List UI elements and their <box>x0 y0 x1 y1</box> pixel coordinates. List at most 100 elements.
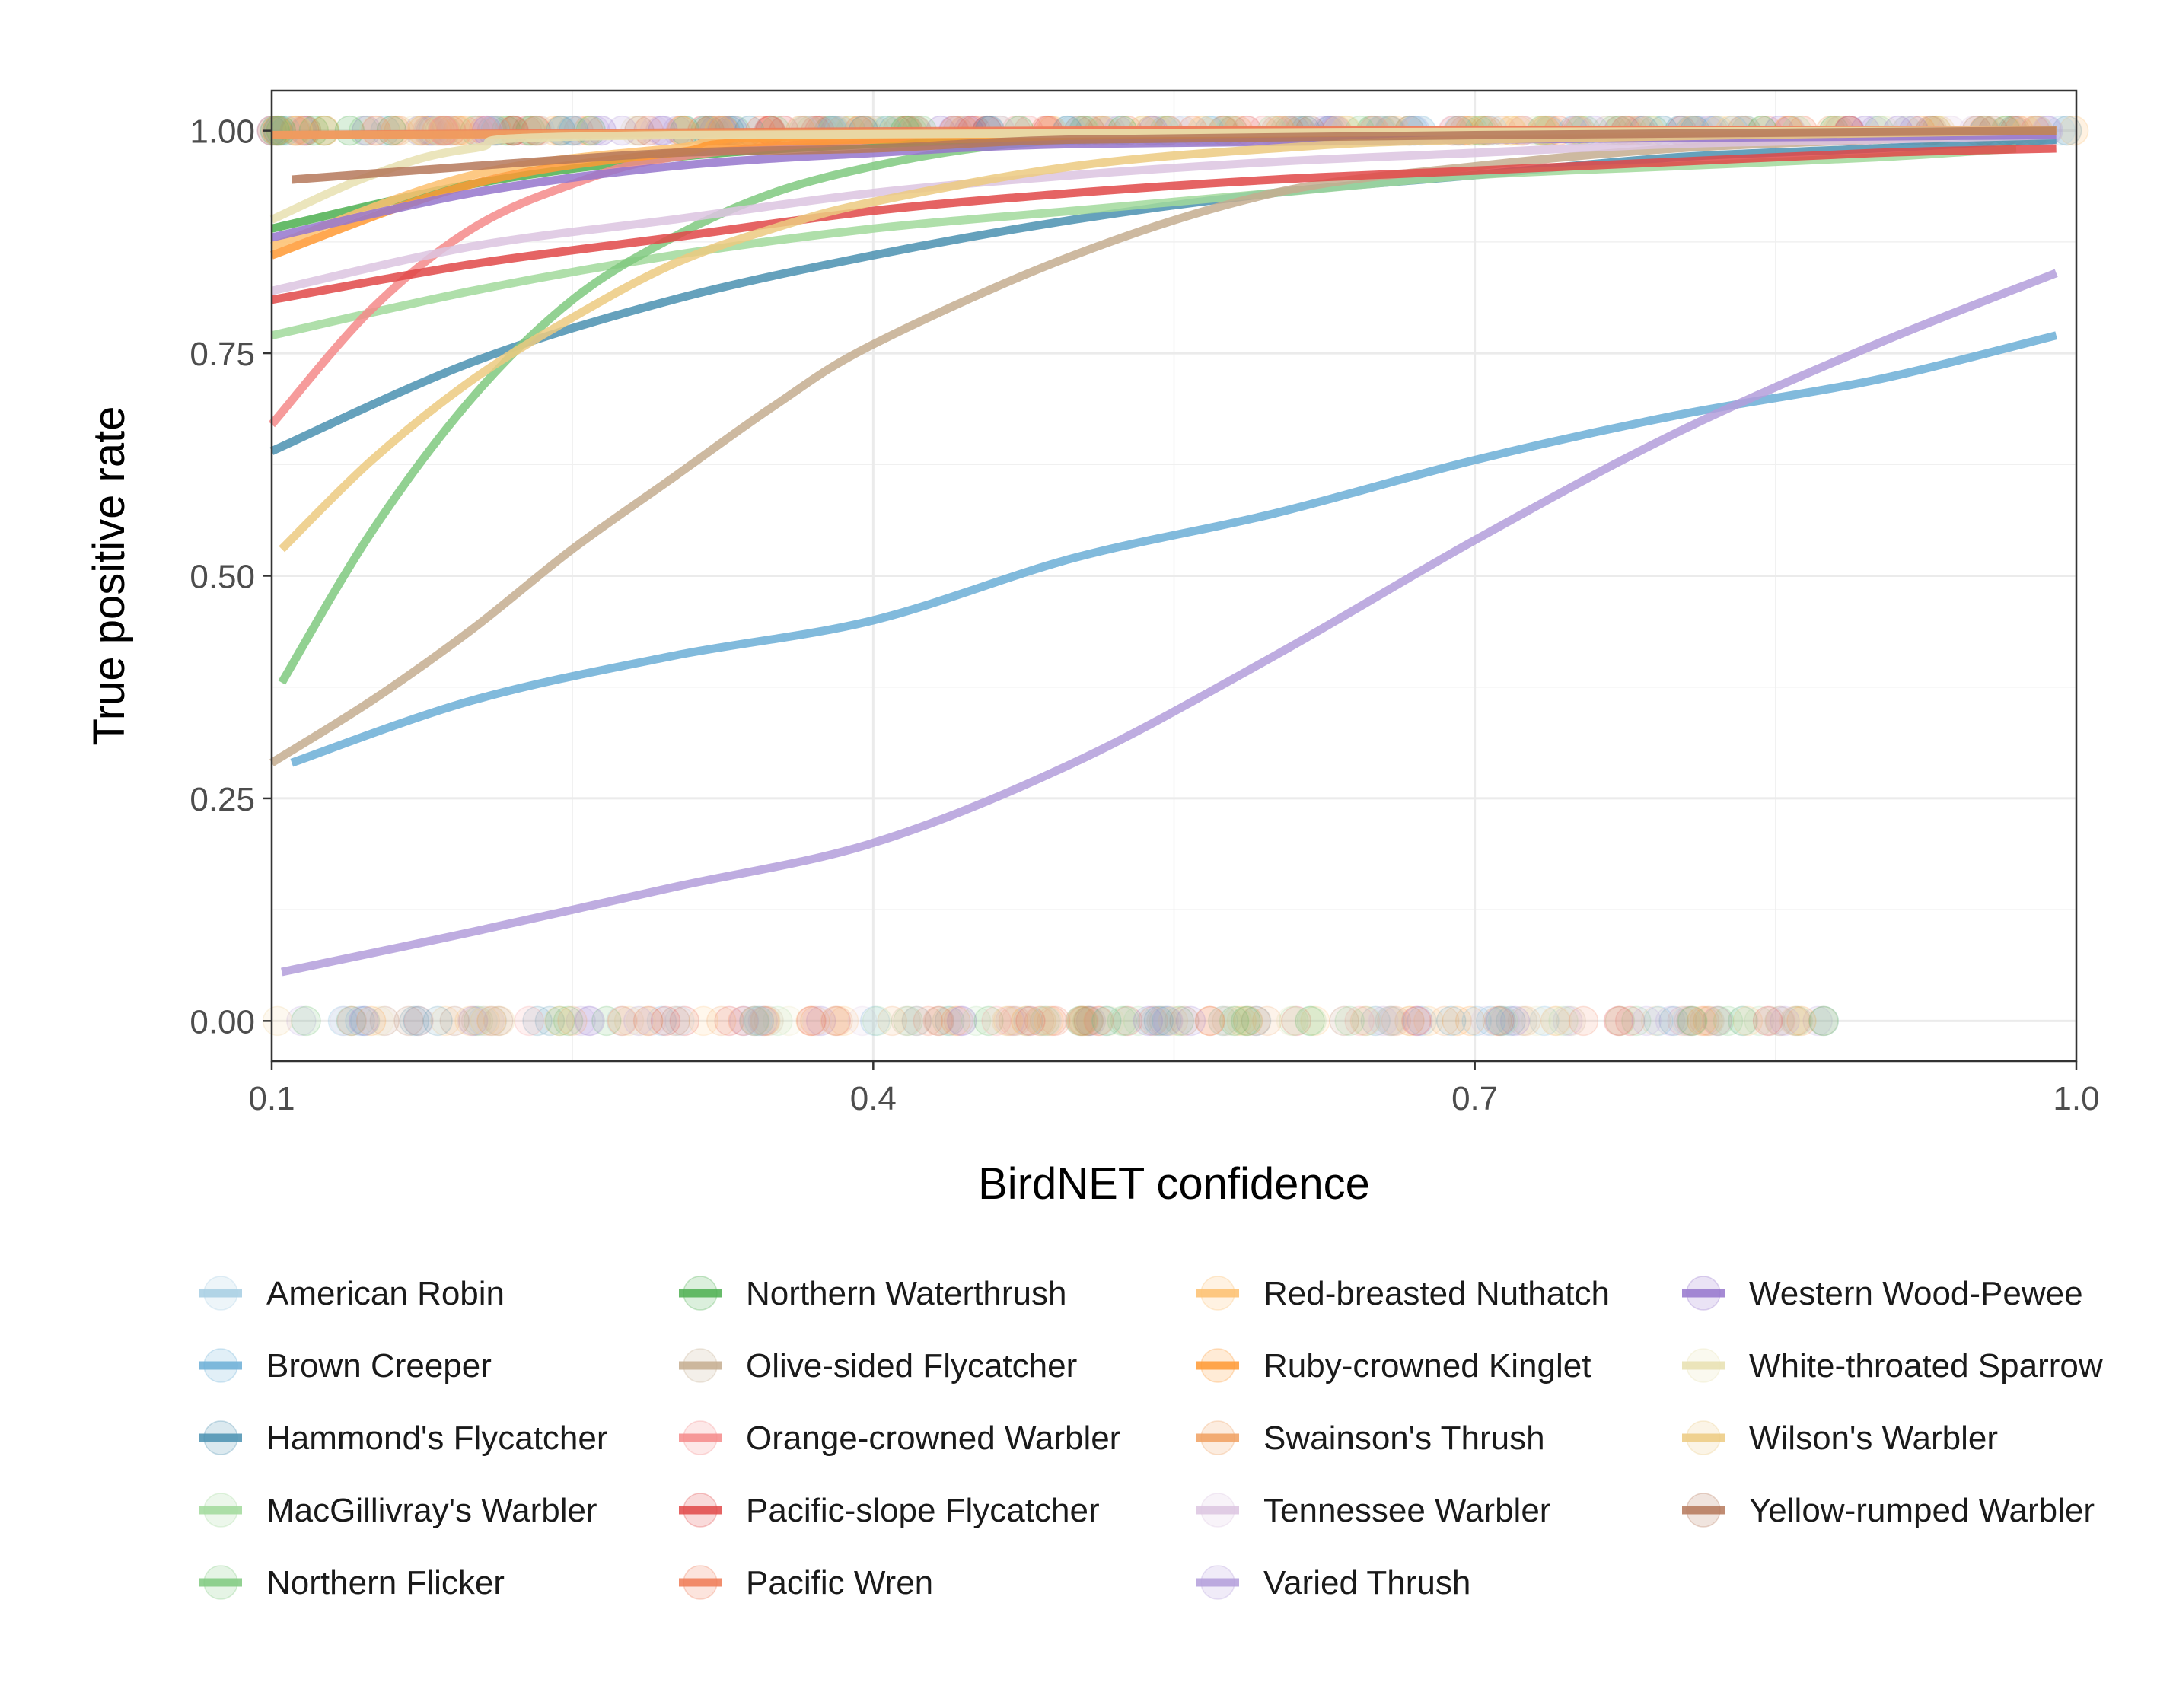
observation-point <box>336 1005 368 1037</box>
observation-point <box>754 1005 784 1037</box>
observation-point <box>1296 1005 1327 1037</box>
legend-label: Tennessee Warbler <box>1263 1492 1550 1529</box>
observation-point <box>403 1005 434 1037</box>
y-axis-title: True positive rate <box>84 406 134 746</box>
observation-point <box>514 1005 544 1037</box>
observation-point <box>1195 1005 1225 1037</box>
observation-point <box>823 1005 853 1037</box>
observation-point <box>1030 1005 1060 1037</box>
observation-point <box>1435 1005 1467 1037</box>
observation-point <box>364 1005 394 1037</box>
observation-point <box>1670 1005 1700 1037</box>
observation-point <box>739 1005 769 1037</box>
observation-point <box>1703 1005 1735 1037</box>
observation-point <box>1643 1005 1674 1037</box>
legend-item: Tennessee Warbler <box>1196 1492 1550 1529</box>
observation-point <box>606 1005 636 1037</box>
observation-point <box>463 1005 494 1037</box>
observation-point <box>636 1005 667 1037</box>
observation-point <box>1065 1005 1095 1037</box>
observation-point <box>1402 1005 1433 1037</box>
x-tick-label: 0.1 <box>248 1080 295 1117</box>
legend-item: Western Wood-Pewee <box>1682 1275 2083 1312</box>
observation-point <box>1604 1005 1635 1037</box>
observation-point <box>1334 1005 1365 1037</box>
observation-point <box>714 1005 744 1037</box>
observation-point <box>1375 1005 1406 1037</box>
observation-point <box>1251 1005 1282 1037</box>
observation-point <box>1066 1005 1097 1037</box>
observation-point <box>1442 1005 1472 1037</box>
legend-item: Ruby-crowned Kinglet <box>1196 1347 1591 1385</box>
observation-point <box>1351 1005 1382 1037</box>
observation-point <box>439 1005 470 1037</box>
observation-point <box>607 1005 638 1037</box>
y-tick-label: 0.50 <box>190 559 255 596</box>
observation-point <box>591 1005 622 1037</box>
observation-point <box>749 1005 780 1037</box>
observation-point <box>1808 1005 1839 1037</box>
observation-point <box>1671 1005 1702 1037</box>
legend-item: American Robin <box>199 1275 505 1312</box>
observation-point <box>1490 1005 1521 1037</box>
legend-label: Northern Waterthrush <box>746 1275 1066 1312</box>
observation-point <box>901 1005 932 1037</box>
observation-point <box>1487 1005 1518 1037</box>
series-line-wilson-s-warbler <box>279 126 2057 553</box>
observation-point <box>1040 1005 1071 1037</box>
series-lines <box>268 126 2058 977</box>
legend-label: Wilson's Warbler <box>1749 1420 1998 1457</box>
observation-point <box>1694 1005 1725 1037</box>
observation-point <box>1732 1005 1764 1037</box>
observation-point <box>1764 1005 1795 1037</box>
legend-item: Varied Thrush <box>1196 1564 1470 1601</box>
observation-point <box>1231 1005 1261 1037</box>
observation-point <box>820 1005 850 1037</box>
legend-item: Hammond's Flycatcher <box>199 1420 608 1457</box>
observation-point <box>467 1005 499 1037</box>
observation-point <box>924 1005 954 1037</box>
observation-point <box>1013 1005 1043 1037</box>
observation-point <box>1344 1005 1375 1037</box>
x-tick-label: 0.4 <box>850 1080 897 1117</box>
legend-item: Pacific Wren <box>679 1564 933 1601</box>
observation-point <box>1658 1005 1689 1037</box>
observation-point <box>1375 1005 1405 1037</box>
observation-point <box>1226 1005 1257 1037</box>
observation-point <box>747 1005 779 1037</box>
observation-point <box>820 1005 852 1037</box>
observation-point <box>291 1005 321 1037</box>
observation-point <box>1368 1005 1398 1037</box>
observation-point <box>1015 1005 1046 1037</box>
observation-point <box>1034 1005 1064 1037</box>
observation-point <box>1110 1005 1141 1037</box>
observation-point <box>483 1005 514 1037</box>
observation-point <box>664 1005 695 1037</box>
observation-point <box>932 1005 963 1037</box>
observation-point <box>1808 1005 1840 1037</box>
observation-point <box>1011 1005 1042 1037</box>
observation-point <box>613 1005 645 1037</box>
series-line-yellow-rumped-warbler <box>291 126 2057 184</box>
observation-point <box>847 1005 878 1037</box>
observation-point <box>1702 1005 1732 1037</box>
observation-point <box>1146 1005 1177 1037</box>
observation-point <box>329 1005 360 1037</box>
observation-point <box>1507 1005 1538 1037</box>
observation-point <box>1241 1005 1272 1037</box>
observation-point <box>1499 1005 1531 1037</box>
observation-point <box>534 1005 566 1037</box>
observation-point <box>1689 1005 1720 1037</box>
observation-point <box>1112 1005 1143 1037</box>
observation-point <box>1083 1005 1114 1037</box>
observation-point <box>1755 1005 1786 1037</box>
observation-point <box>1752 1005 1783 1037</box>
observation-point <box>1123 1005 1154 1037</box>
observation-point <box>1094 1005 1125 1037</box>
observation-point <box>744 1005 774 1037</box>
legend-item: Wilson's Warbler <box>1682 1420 1998 1457</box>
observation-point <box>1066 1005 1098 1037</box>
observation-point <box>1568 1005 1599 1037</box>
observation-point <box>1676 1005 1706 1037</box>
observation-point <box>1066 1005 1096 1037</box>
